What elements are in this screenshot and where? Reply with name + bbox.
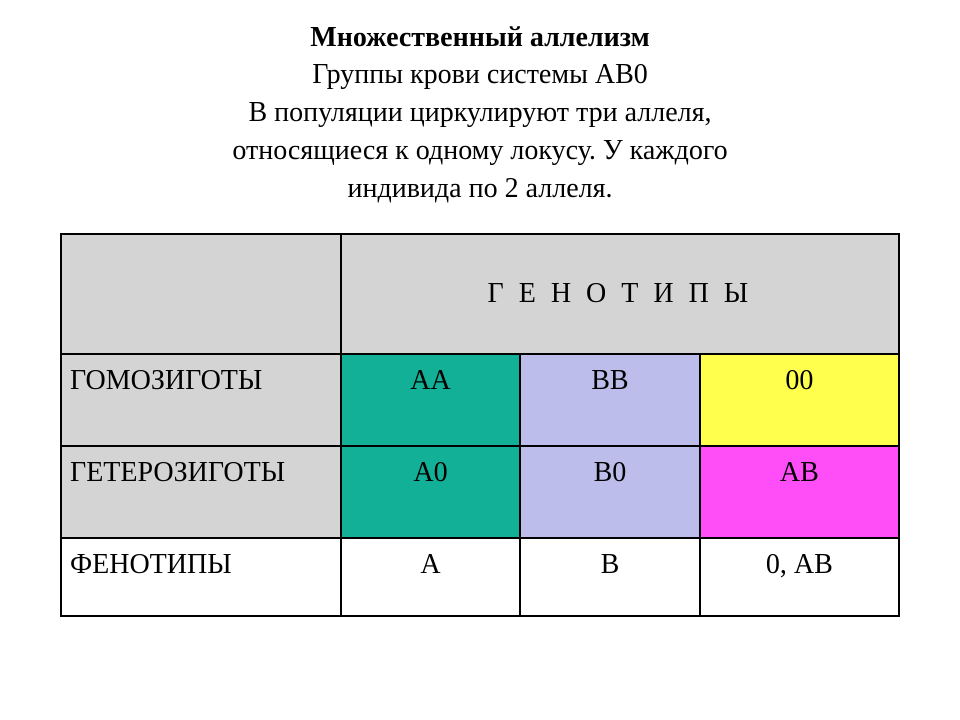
- table-header-row: Г Е Н О Т И П Ы: [61, 234, 899, 354]
- cell-B: В: [520, 538, 699, 616]
- cell-A: А: [341, 538, 520, 616]
- title: Множественный аллелизм: [110, 20, 850, 56]
- genotype-table: Г Е Н О Т И П Ы ГОМОЗИГОТЫ АА ВВ 00 ГЕТЕ…: [60, 233, 900, 617]
- table-row: ГЕТЕРОЗИГОТЫ А0 В0 АВ: [61, 446, 899, 538]
- row-label-heterozygotes: ГЕТЕРОЗИГОТЫ: [61, 446, 341, 538]
- cell-0AB: 0, АВ: [700, 538, 899, 616]
- header-genotypes-text: Г Е Н О Т И П Ы: [488, 278, 753, 309]
- cell-AA: АА: [341, 354, 520, 446]
- subtitle-line4: индивида по 2 аллеля.: [110, 170, 850, 208]
- subtitle-line1: Группы крови системы АВ0: [110, 56, 850, 94]
- row-label-homozygotes: ГОМОЗИГОТЫ: [61, 354, 341, 446]
- cell-AB: АВ: [700, 446, 899, 538]
- row-label-phenotypes: ФЕНОТИПЫ: [61, 538, 341, 616]
- subtitle-line3: относящиеся к одному локусу. У каждого: [110, 132, 850, 170]
- header-genotypes-cell: Г Е Н О Т И П Ы: [341, 234, 899, 354]
- subtitle-line2: В популяции циркулируют три аллеля,: [110, 94, 850, 132]
- header-empty-cell: [61, 234, 341, 354]
- cell-00: 00: [700, 354, 899, 446]
- cell-A0: А0: [341, 446, 520, 538]
- cell-B0: В0: [520, 446, 699, 538]
- table-row: ФЕНОТИПЫ А В 0, АВ: [61, 538, 899, 616]
- table-row: ГОМОЗИГОТЫ АА ВВ 00: [61, 354, 899, 446]
- cell-BB: ВВ: [520, 354, 699, 446]
- header-block: Множественный аллелизм Группы крови сист…: [50, 20, 910, 208]
